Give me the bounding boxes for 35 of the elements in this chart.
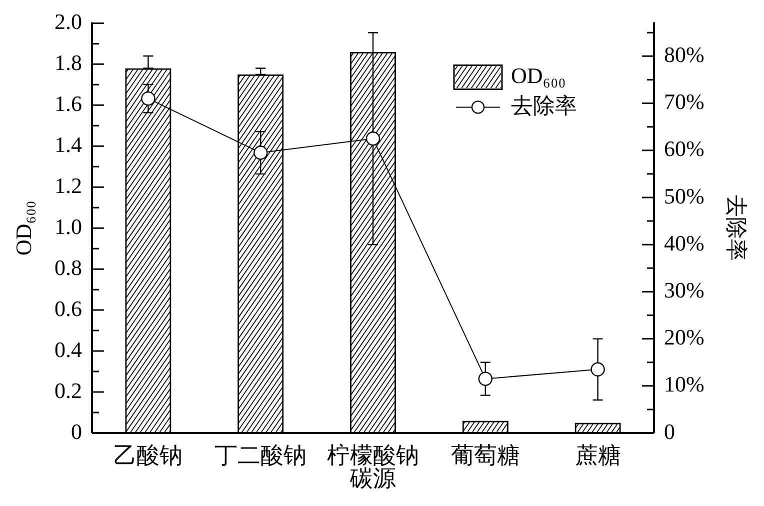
y2-tick-label: 50% xyxy=(664,183,704,208)
legend-label: OD₆₀₀ xyxy=(511,62,566,88)
y2-tick-label: 20% xyxy=(664,324,704,350)
x-axis-title: 碳源 xyxy=(349,466,396,492)
x-tick-label: 葡萄糖 xyxy=(450,442,520,468)
y-tick-label: 1.6 xyxy=(54,90,82,116)
point xyxy=(590,362,605,377)
legend-label: 去除率 xyxy=(511,92,577,118)
y2-tick-label: 10% xyxy=(664,372,704,397)
point xyxy=(478,372,492,386)
y-tick-label: 1.2 xyxy=(54,172,82,198)
y-tick-label: 1.4 xyxy=(54,132,82,157)
point xyxy=(141,91,156,106)
y2-tick-label: 80% xyxy=(664,42,704,67)
y-tick-label: 2.0 xyxy=(54,8,82,34)
x-tick-label: 蔗糖 xyxy=(574,442,621,468)
y2-tick-label: 40% xyxy=(664,230,704,256)
y2-tick-label: 60% xyxy=(664,136,704,162)
y2-axis-title: 去除率 xyxy=(724,195,750,262)
point xyxy=(366,132,380,146)
y-tick-label: 0 xyxy=(71,418,82,444)
x-tick-label: 乙酸钠 xyxy=(114,442,183,468)
y2-tick-label: 30% xyxy=(664,277,704,302)
y-tick-label: 0.4 xyxy=(54,336,82,362)
y-tick-label: 0.8 xyxy=(54,254,82,280)
x-tick-label: 丁二酸钠 xyxy=(214,442,307,468)
y2-tick-label: 70% xyxy=(664,89,704,114)
x-tick-label: 柠檬酸钠 xyxy=(327,442,419,468)
point xyxy=(254,146,268,160)
y2-tick-label: 0 xyxy=(664,418,675,444)
y-axis-title: OD₆₀₀ xyxy=(10,200,36,256)
y-tick-label: 1.0 xyxy=(54,214,82,239)
y-tick-label: 1.8 xyxy=(54,50,82,75)
y-tick-label: 0.6 xyxy=(54,296,82,321)
y-tick-label: 0.2 xyxy=(54,378,82,403)
